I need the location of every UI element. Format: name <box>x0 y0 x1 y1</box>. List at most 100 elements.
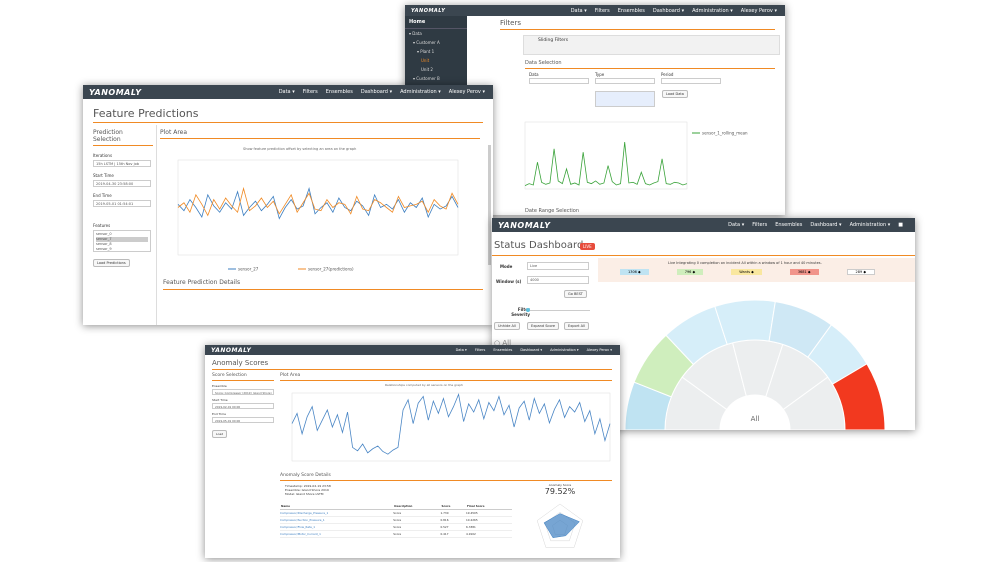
tree-item[interactable]: ▾ Customer A <box>413 40 440 45</box>
header-cell: Final Score <box>466 503 512 510</box>
nav-item[interactable]: Ensembles <box>325 89 353 95</box>
select[interactable] <box>595 78 655 84</box>
user[interactable]: Alexey Perov ▾ <box>740 7 777 14</box>
nav-item[interactable]: Administration ▾ <box>692 7 733 14</box>
list-item[interactable]: sensor_8 <box>96 242 112 246</box>
nav-item[interactable]: Data ▾ <box>728 222 745 228</box>
field-label: Window (s) <box>496 279 522 284</box>
meta-line: Ensemble: Island Shore 2019 <box>285 488 329 492</box>
cell: 10.2265 <box>466 516 512 524</box>
button[interactable]: Unhide All <box>494 322 520 330</box>
title-underline <box>93 122 483 123</box>
nav-item[interactable]: Dashboard ▾ <box>360 89 393 95</box>
cell: Score <box>393 530 441 538</box>
nav-item[interactable]: Administration ▾ <box>400 89 441 95</box>
input[interactable]: 2019-05-01 01:54:01 <box>93 200 151 207</box>
nav-item[interactable]: Filters <box>474 348 486 352</box>
radar-area <box>543 513 580 538</box>
nav-item[interactable]: Ensembles <box>493 348 513 352</box>
listbox[interactable] <box>595 91 655 107</box>
page-title: Filters <box>500 19 521 27</box>
outer-segment <box>665 305 728 366</box>
center-label: All <box>751 415 760 423</box>
nav-item[interactable]: Data ▾ <box>455 348 467 352</box>
nav-item[interactable]: Dashboard ▾ <box>652 7 685 14</box>
button[interactable]: Go BEST <box>564 290 587 298</box>
prediction-window: YANOMALY Data ▾ Filters Ensembles Dashboard… <box>83 85 493 325</box>
load-button[interactable]: Load Predictions <box>93 259 130 267</box>
chip[interactable]: 1306 ◆ <box>620 269 649 275</box>
nav-item[interactable]: Dashboard ▾ <box>520 348 543 352</box>
page-title: Feature Predictions <box>93 107 199 120</box>
nav-item[interactable]: Dashboard ▾ <box>810 222 842 228</box>
outer-segment <box>624 381 672 430</box>
details-underline <box>280 480 612 481</box>
radio[interactable]: ○ All <box>494 339 512 347</box>
title-underline <box>492 255 915 256</box>
scrollbar[interactable] <box>488 145 491 265</box>
select[interactable]: Live <box>527 262 589 270</box>
field-label: Ensemble <box>212 384 227 388</box>
select[interactable]: Score: Compressor (2019 | Island Shore) <box>212 389 274 395</box>
cell: Compressor/Flow_Rate_1 <box>280 523 394 531</box>
tree-item[interactable]: Unit 2 <box>421 67 433 72</box>
nav-item[interactable]: Ensembles <box>775 222 803 228</box>
select[interactable]: 15h LSTM | 15th Nov job <box>93 160 151 167</box>
input[interactable]: 2019-02-01 00:00 <box>212 403 274 409</box>
nav-item[interactable]: Filters <box>594 7 610 14</box>
series-line <box>291 392 611 455</box>
chip[interactable]: 289 ◆ <box>846 269 876 275</box>
slider-handle[interactable] <box>526 308 530 312</box>
tree-item[interactable]: Unit <box>421 58 430 63</box>
list-item[interactable]: sensor_9 <box>96 247 112 251</box>
select[interactable]: 4000 <box>527 276 589 284</box>
cell: Compressor/Discharge_Pressure_1 <box>280 509 394 517</box>
legend-label: sensor_1_rolling_mean <box>702 131 748 136</box>
plot-title: Plot Area <box>160 129 188 136</box>
page-title: Anomaly Scores <box>212 359 269 367</box>
listbox[interactable]: sensor_0 sensor_7 sensor_8 sensor_9 <box>93 230 151 252</box>
logo: YANOMALY <box>498 220 551 230</box>
series-line <box>177 186 459 217</box>
gauge-title: Anomaly Score <box>548 483 572 487</box>
user[interactable]: Alexey Perov ▾ <box>448 89 485 95</box>
legend-label: sensor_27(predictions) <box>308 267 354 272</box>
header: YANOMALY Data ▾ Filters Ensembles Dashboard… <box>83 85 493 99</box>
meta: Timestamp: 2019-02-19 23:58 Ensemble: Is… <box>285 484 331 496</box>
nav: Data ▾ Filters Ensembles Dashboard ▾ Adminis… <box>456 348 620 352</box>
nav-item[interactable]: Filters <box>752 222 768 228</box>
tree-item[interactable]: ▾ Data <box>409 31 422 36</box>
field-label: End Time <box>93 193 112 198</box>
input[interactable]: 2019-04-30 23:58:00 <box>93 180 151 187</box>
badge: LIVE <box>580 243 595 250</box>
load-button[interactable]: Load <box>212 430 228 438</box>
chip[interactable]: 796 ◆ <box>676 269 704 275</box>
input[interactable]: 2019-05-01 00:00 <box>212 417 274 423</box>
list-item[interactable]: sensor_0 <box>96 232 112 236</box>
button[interactable]: Expand Score <box>527 322 560 330</box>
slider[interactable] <box>530 310 590 311</box>
nav-item[interactable]: Administration ▾ <box>849 222 891 228</box>
header-row: Name Description Score Final Score <box>280 503 512 510</box>
anomaly-chart <box>291 392 611 462</box>
select[interactable] <box>529 78 589 84</box>
tree-item[interactable]: ▾ Customer B <box>413 76 440 81</box>
input[interactable] <box>661 78 721 84</box>
title-underline <box>500 29 775 30</box>
load-button[interactable]: Load Data <box>662 90 688 98</box>
nav-item[interactable]: Data ▾ <box>278 89 295 95</box>
button[interactable]: Export All <box>564 322 589 330</box>
nav-item[interactable]: Data ▾ <box>570 7 587 14</box>
chip[interactable]: Wants ◆ <box>731 269 762 275</box>
tree-item[interactable]: ▾ Plant 1 <box>417 49 435 54</box>
list-item[interactable]: sensor_7 <box>96 237 148 242</box>
nav-item[interactable]: Administration ▾ <box>550 348 579 352</box>
chip[interactable]: 3681 ◆ <box>789 269 819 275</box>
nav-item[interactable]: Ensembles <box>617 7 645 14</box>
score-table: Name Description Score Final Score Compresso… <box>280 503 512 538</box>
nav-item[interactable]: Filters <box>302 89 318 95</box>
outer-segment <box>807 324 868 385</box>
outer-segment <box>768 301 833 358</box>
user[interactable]: Alexey Perov ▾ <box>586 348 612 352</box>
